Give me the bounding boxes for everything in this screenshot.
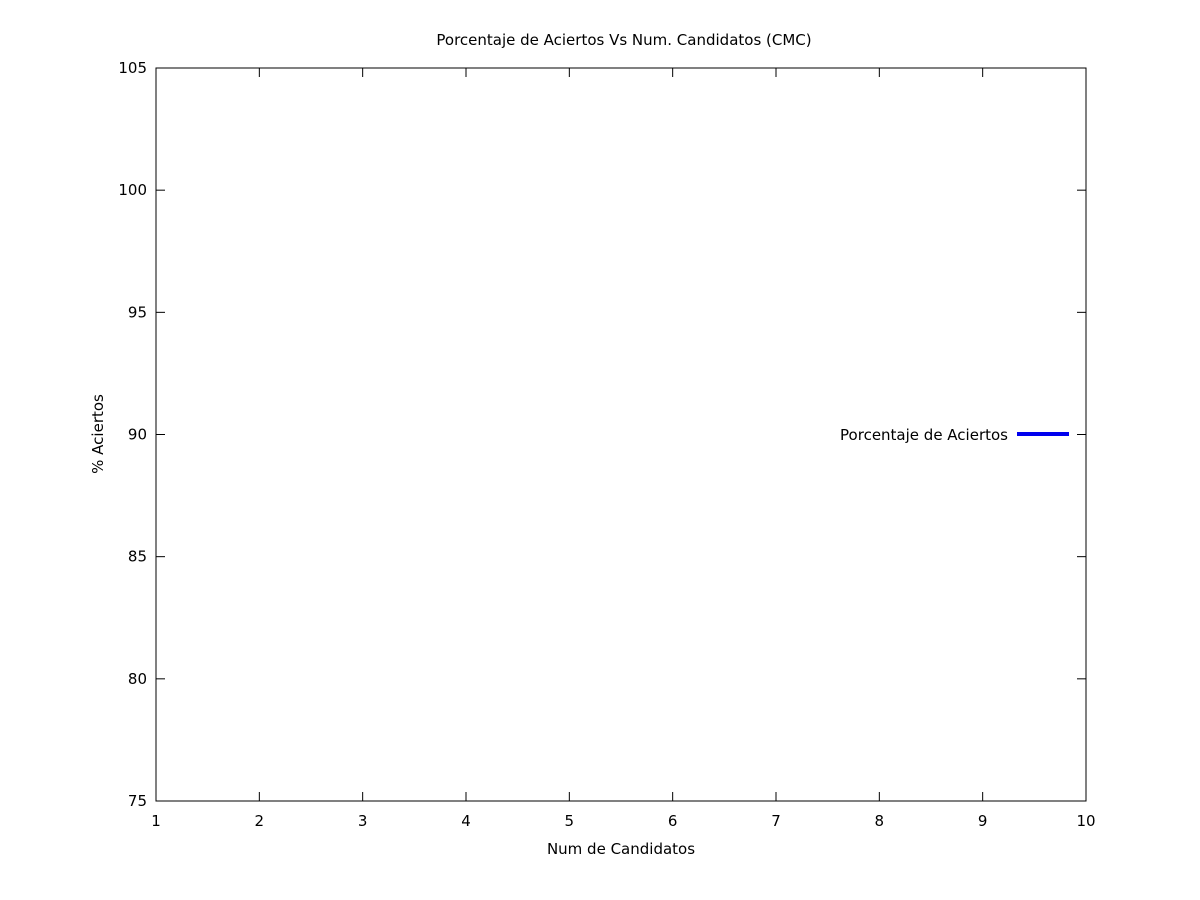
x-tick-label: 3 [358,812,368,830]
x-tick-label: 8 [875,812,885,830]
x-tick-label: 9 [978,812,988,830]
y-tick-label: 105 [118,59,147,77]
x-tick-label: 6 [668,812,678,830]
x-axis-label: Num de Candidatos [547,840,695,858]
y-tick-label: 90 [128,426,147,444]
y-tick-label: 95 [128,303,147,321]
x-tick-label: 5 [565,812,575,830]
y-tick-label: 100 [118,181,147,199]
y-tick-label: 75 [128,792,147,810]
x-tick-label: 10 [1076,812,1095,830]
x-tick-label: 7 [771,812,781,830]
y-axis-label: % Aciertos [89,394,107,474]
x-tick-label: 2 [255,812,265,830]
y-tick-label: 85 [128,548,147,566]
x-tick-label: 4 [461,812,471,830]
plot-area: 1 2 3 4 5 6 7 8 9 10 75 80 85 90 95 100 105 [118,59,1095,830]
y-tick-label: 80 [128,670,147,688]
x-tick-label: 1 [151,812,161,830]
chart-title: Porcentaje de Aciertos Vs Num. Candidato… [436,31,811,49]
legend-entry-label: Porcentaje de Aciertos [840,426,1008,444]
legend: Porcentaje de Aciertos [840,426,1069,444]
